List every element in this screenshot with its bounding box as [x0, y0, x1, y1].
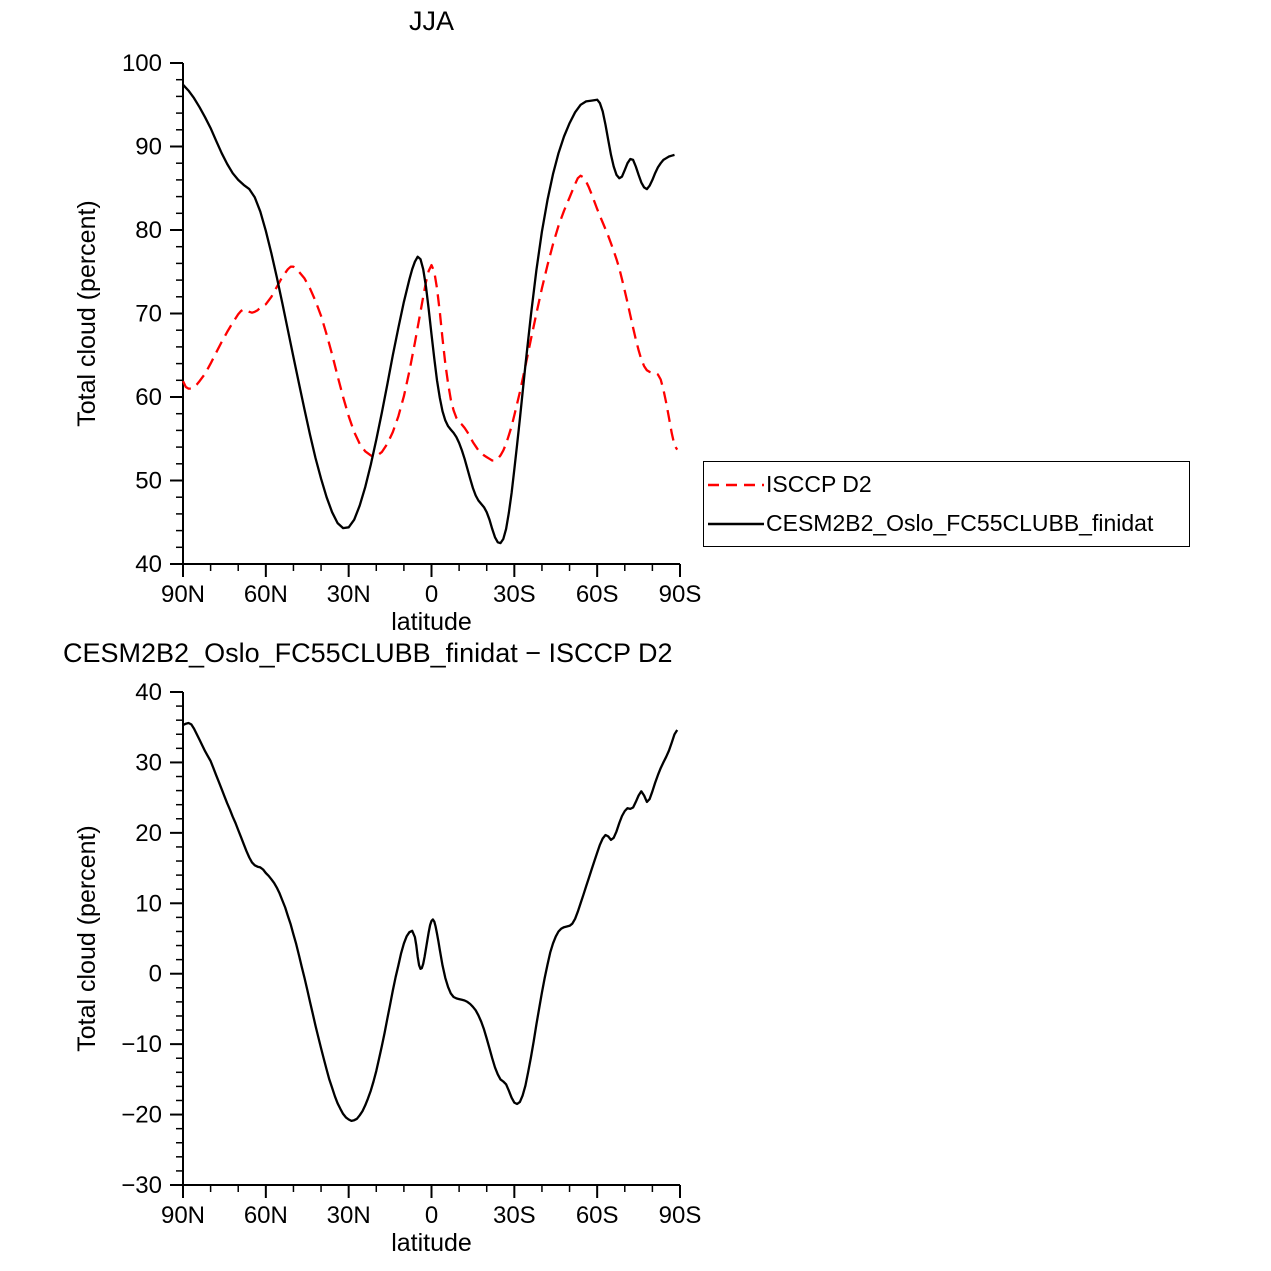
- jja-cloud-chart: JJA 40 50 60 70 80 90 100 90N 60N 30N 0 30S 60S 90S lat…: [73, 6, 702, 636]
- x-tick-label: 30S: [493, 1202, 536, 1229]
- x-tick-label: 60N: [244, 581, 288, 608]
- y-tick-label: 100: [122, 50, 162, 77]
- y-tick-label: 20: [135, 820, 162, 847]
- x-tick-label: 90N: [161, 581, 205, 608]
- y-tick-label: 10: [135, 890, 162, 917]
- difference-chart: CESM2B2_Oslo_FC55CLUBB_finidat − ISCCP D…: [63, 640, 702, 1257]
- x-tick-label: 0: [425, 581, 438, 608]
- y-tick-label: −10: [121, 1031, 162, 1058]
- y-tick-label: 40: [135, 679, 162, 706]
- y-tick-label: 0: [149, 961, 162, 988]
- legend-label-isccp: ISCCP D2: [766, 471, 872, 497]
- y-tick-label: 50: [135, 468, 162, 495]
- x-axis-label: latitude: [391, 608, 472, 636]
- y-tick-label: −20: [121, 1102, 162, 1129]
- legend-item-cesm: CESM2B2_Oslo_FC55CLUBB_finidat: [707, 510, 1189, 537]
- x-tick-label: 30S: [493, 581, 536, 608]
- x-tick-label: 30N: [327, 1202, 371, 1229]
- y-axis-label: Total cloud (percent): [73, 825, 101, 1052]
- x-tick-label: 90N: [161, 1202, 205, 1229]
- x-tick-label: 30N: [327, 581, 371, 608]
- y-tick-label: 70: [135, 301, 162, 328]
- y-tick-label: 90: [135, 134, 162, 161]
- y-axis-label: Total cloud (percent): [73, 200, 101, 427]
- legend: ISCCP D2 CESM2B2_Oslo_FC55CLUBB_finidat: [703, 461, 1190, 547]
- legend-item-isccp: ISCCP D2: [707, 471, 1189, 498]
- series-line-isccp-d2: [181, 174, 679, 462]
- x-tick-label: 90S: [659, 581, 702, 608]
- y-tick-label: 40: [135, 551, 162, 578]
- x-tick-label: 90S: [659, 1202, 702, 1229]
- y-tick-label: −30: [121, 1172, 162, 1199]
- red-dashed-line-sample: [708, 483, 764, 486]
- legend-label-cesm: CESM2B2_Oslo_FC55CLUBB_finidat: [766, 510, 1154, 536]
- x-tick-label: 60S: [576, 581, 619, 608]
- chart-title: CESM2B2_Oslo_FC55CLUBB_finidat − ISCCP D…: [63, 640, 673, 668]
- chart-title: JJA: [409, 6, 454, 36]
- y-tick-label: 60: [135, 384, 162, 411]
- x-tick-label: 60S: [576, 1202, 619, 1229]
- x-axis-label: latitude: [391, 1229, 472, 1257]
- y-tick-label: 30: [135, 749, 162, 776]
- series-line-difference: [182, 721, 679, 1123]
- black-solid-line-sample: [708, 522, 764, 525]
- x-tick-label: 0: [425, 1202, 438, 1229]
- series-line-cesm2b2-oslo-fc55clubb-finidat: [182, 83, 675, 545]
- x-tick-label: 60N: [244, 1202, 288, 1229]
- y-tick-label: 80: [135, 217, 162, 244]
